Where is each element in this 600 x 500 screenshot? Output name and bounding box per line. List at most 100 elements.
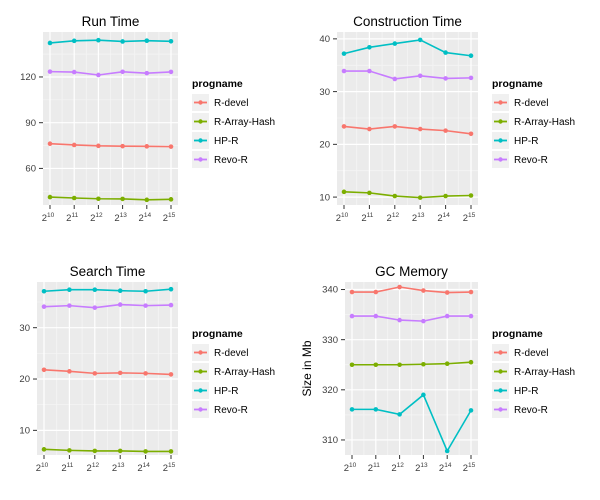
x-tick-label: 212 — [387, 212, 400, 224]
series-line — [49, 39, 172, 44]
series-line — [343, 39, 472, 57]
data-point — [120, 196, 125, 202]
x-tick-label: 215 — [163, 212, 176, 224]
legend-item-R-devel: R-devel — [492, 344, 548, 361]
x-tick-label: 211 — [66, 212, 78, 224]
x-tick-label: 211 — [361, 212, 373, 224]
data-point — [47, 194, 53, 200]
data-point — [117, 302, 123, 307]
data-point — [71, 38, 77, 44]
legend: progname R-devel R-Array-Hash HP-R Revo-R — [492, 78, 575, 168]
series-R-Array-Hash — [341, 189, 474, 200]
data-point — [341, 51, 347, 56]
x-tick-label: 212 — [90, 212, 103, 224]
data-point — [468, 289, 474, 295]
legend: progname R-devel R-Array-Hash HP-R Revo-R — [192, 328, 275, 418]
data-point — [341, 189, 347, 195]
series-Revo-R — [41, 302, 174, 310]
data-point — [444, 448, 450, 454]
data-point — [168, 302, 174, 308]
legend-label: Revo-R — [514, 405, 548, 416]
series-line — [49, 70, 172, 76]
data-point — [468, 359, 474, 365]
data-point — [444, 361, 450, 367]
series-line — [343, 191, 472, 199]
series-line — [351, 286, 472, 294]
x-tick-label: 215 — [463, 462, 476, 474]
legend-label: HP-R — [214, 386, 238, 397]
data-point — [41, 304, 47, 309]
x-tick-label: 214 — [139, 212, 152, 224]
x-axis: 210 211 212 213 214 215 — [42, 205, 176, 224]
legend-key-point — [198, 157, 203, 162]
data-point — [41, 447, 47, 452]
legend-label: Revo-R — [514, 155, 548, 166]
chart-run-time: 60 90 120 210 211 212 213 214 215 Run Time prognam… — [0, 0, 300, 250]
x-tick-label: 213 — [415, 462, 428, 474]
legend-item-HP-R: HP-R — [492, 132, 538, 149]
chart-title: Run Time — [82, 14, 140, 29]
data-point — [92, 305, 98, 310]
series-HP-R — [341, 37, 474, 59]
legend-key-point — [498, 407, 503, 412]
data-point — [92, 448, 98, 454]
data-point — [468, 131, 474, 137]
data-point — [468, 193, 474, 198]
series-line — [43, 288, 172, 293]
x-tick-label: 213 — [114, 212, 127, 224]
data-point — [443, 193, 448, 199]
data-point — [47, 69, 53, 74]
legend-item-R-Array-Hash: R-Array-Hash — [492, 363, 575, 380]
legend-item-HP-R: HP-R — [492, 382, 538, 399]
legend-label: R-Array-Hash — [514, 367, 575, 378]
chart-construction-time: 10 20 30 40 210 211 212 213 214 215 Construction T… — [300, 0, 600, 250]
series-line — [43, 368, 172, 376]
series-Revo-R — [341, 68, 474, 82]
y-tick-label: 60 — [25, 164, 36, 175]
data-point — [67, 303, 72, 308]
legend-title: progname — [492, 78, 543, 90]
legend-key-point — [198, 100, 203, 105]
data-point — [144, 144, 150, 149]
x-tick-label: 211 — [61, 462, 73, 474]
chart-title: GC Memory — [375, 264, 448, 279]
data-point — [96, 37, 101, 43]
legend-key-point — [498, 100, 503, 105]
y-tick-label: 30 — [19, 323, 30, 334]
y-axis: 60 90 120 — [20, 72, 43, 175]
x-axis: 210 211 212 213 214 215 — [336, 205, 476, 224]
legend-label: R-devel — [214, 348, 248, 359]
data-point — [120, 69, 125, 75]
series-line — [43, 448, 172, 453]
series-R-devel — [41, 367, 174, 377]
y-tick-label: 20 — [319, 140, 330, 151]
x-tick-label: 213 — [112, 462, 125, 474]
data-point — [67, 287, 72, 293]
data-point — [168, 372, 174, 377]
legend-item-HP-R: HP-R — [192, 382, 238, 399]
x-tick-label: 212 — [391, 462, 404, 474]
chart-gc-memory: 310 320 330 340 210 211 212 213 214 215 GC Memory S… — [300, 250, 600, 500]
legend-key-point — [498, 157, 503, 162]
legend-title: progname — [192, 328, 243, 340]
legend-label: R-Array-Hash — [514, 117, 575, 128]
y-axis: 10 20 30 40 — [319, 34, 337, 203]
series-R-devel — [341, 124, 474, 137]
data-point — [120, 39, 125, 44]
series-line — [49, 196, 172, 201]
series-line — [351, 393, 472, 453]
data-point — [41, 288, 47, 294]
data-point — [168, 38, 174, 44]
data-point — [144, 197, 150, 203]
data-point — [468, 313, 474, 319]
series-HP-R — [349, 392, 474, 454]
data-point — [417, 195, 423, 200]
data-point — [168, 286, 174, 292]
legend-item-R-Array-Hash: R-Array-Hash — [192, 363, 275, 380]
data-point — [349, 313, 355, 319]
y-tick-label: 90 — [25, 118, 36, 129]
x-tick-label: 214 — [437, 212, 450, 224]
legend: progname R-devel R-Array-Hash HP-R Revo-R — [192, 78, 275, 168]
data-point — [417, 73, 423, 79]
data-point — [117, 448, 123, 454]
